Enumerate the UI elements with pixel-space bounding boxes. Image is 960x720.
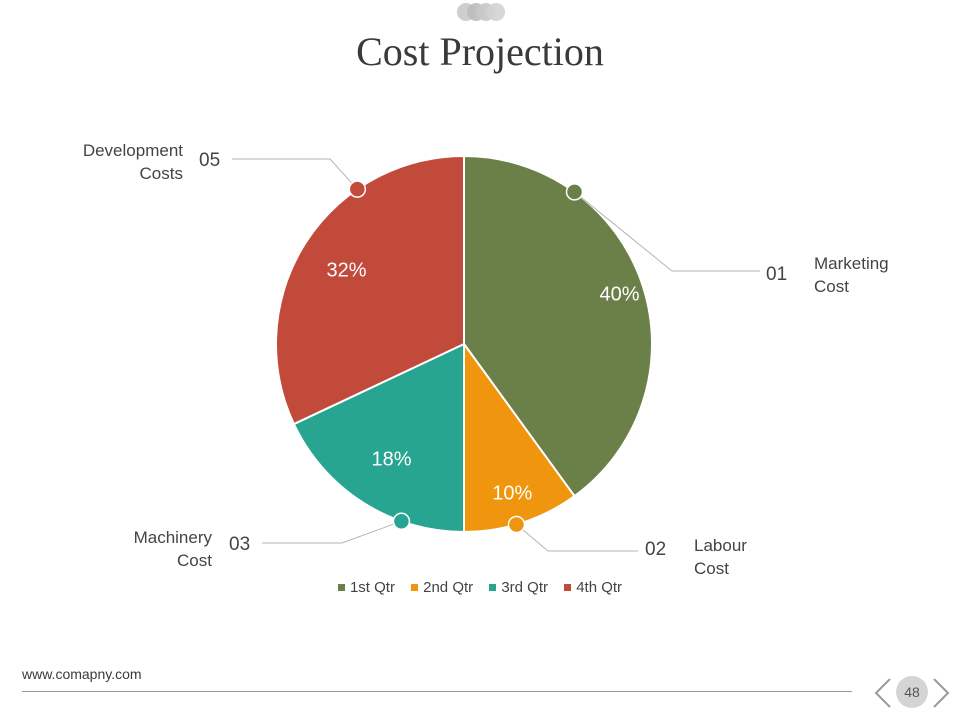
legend-item-3rd-qtr: 3rd Qtr <box>489 579 548 596</box>
leader-marker <box>348 180 367 198</box>
leader-marker <box>507 515 526 534</box>
legend-swatch <box>337 583 345 591</box>
leader-line <box>232 158 358 190</box>
category-label-marketing: Marketing Cost <box>814 254 889 296</box>
legend-item-1st-qtr: 1st Qtr <box>337 579 395 596</box>
page-title: Cost Projection <box>356 29 604 74</box>
chart-legend: 1st Qtr 2nd Qtr 3rd Qtr 4th Qtr <box>0 579 960 596</box>
legend-item-4th-qtr: 4th Qtr <box>564 579 622 596</box>
legend-swatch <box>564 583 572 591</box>
category-number-marketing: 01 <box>766 264 788 285</box>
category-number-labour: 02 <box>645 539 667 560</box>
legend-swatch <box>411 583 419 591</box>
category-number-machinery: 03 <box>229 534 251 555</box>
category-number-development: 05 <box>199 150 221 171</box>
leader-marker <box>392 512 411 531</box>
footer-divider <box>22 691 852 692</box>
pie-slice-3rd-qtr <box>292 342 465 534</box>
footer-url[interactable]: www.comapny.com <box>22 666 142 682</box>
top-decoration <box>457 3 505 21</box>
pie-slice-4th-qtr <box>275 154 465 426</box>
category-label-machinery: Machinery Cost <box>133 528 212 570</box>
leader-line <box>262 520 402 544</box>
next-slide-icon[interactable] <box>930 676 952 710</box>
page-number: 48 <box>896 676 928 708</box>
prev-slide-icon[interactable] <box>872 676 894 710</box>
data-label-4th-qtr: 32% <box>327 259 367 281</box>
data-label-2nd-qtr: 10% <box>492 482 532 504</box>
leader-line <box>574 191 760 272</box>
leader-line <box>516 524 638 552</box>
data-label-1st-qtr: 40% <box>600 283 640 305</box>
data-label-3rd-qtr: 18% <box>371 448 411 470</box>
legend-item-2nd-qtr: 2nd Qtr <box>411 579 473 596</box>
category-label-development: Development Costs <box>82 141 183 183</box>
pie-slice-1st-qtr <box>463 154 653 498</box>
legend-swatch <box>489 583 497 591</box>
category-label-labour: Labour Cost <box>694 536 747 578</box>
leader-marker <box>565 183 584 201</box>
